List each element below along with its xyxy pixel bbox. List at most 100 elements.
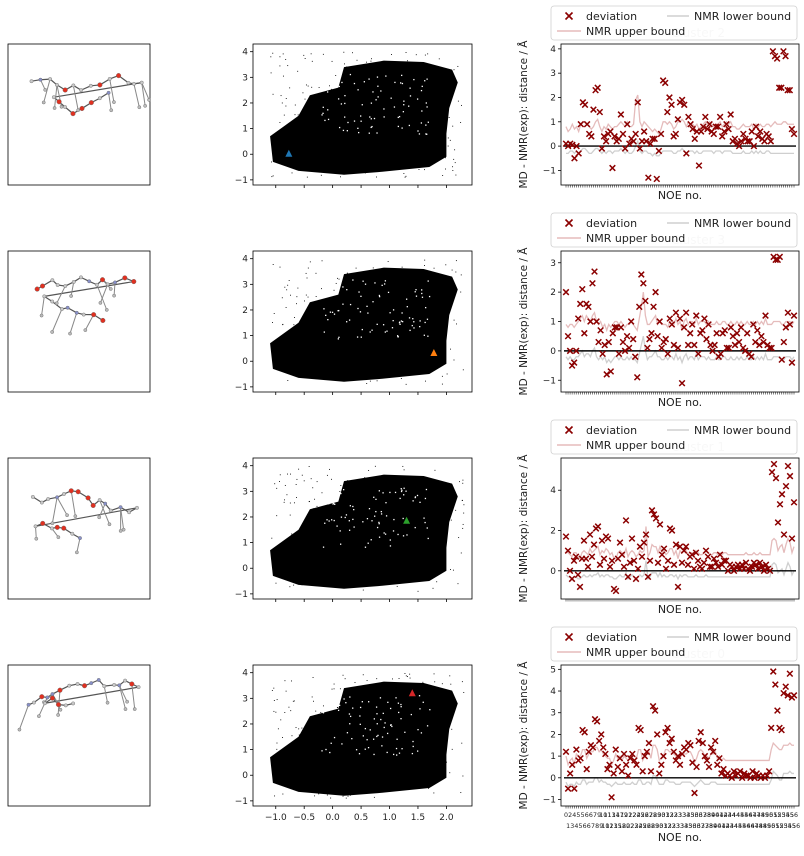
scatter-point bbox=[316, 481, 318, 483]
deviation-point bbox=[776, 500, 784, 508]
deviation-point bbox=[562, 748, 570, 756]
density-gap bbox=[428, 295, 431, 298]
density-gap bbox=[408, 105, 410, 107]
deviation-point bbox=[652, 515, 660, 522]
scatter-point bbox=[322, 705, 324, 707]
deviation-point bbox=[668, 101, 675, 109]
deviation-point bbox=[606, 761, 613, 769]
x-tick-label: 35 bbox=[686, 812, 694, 819]
scatter-point bbox=[318, 793, 320, 795]
x-tick-label: 23 bbox=[630, 823, 638, 830]
deviation-point bbox=[754, 565, 762, 573]
density-gap bbox=[401, 748, 403, 750]
deviation-point bbox=[784, 692, 792, 699]
density-gap bbox=[377, 734, 379, 737]
structure-panel bbox=[7, 664, 151, 807]
structure-frame bbox=[7, 457, 151, 600]
scatter-point bbox=[326, 330, 328, 332]
y-tick-label: 4 bbox=[242, 255, 248, 265]
scatter-point bbox=[304, 745, 306, 747]
scatter-point bbox=[428, 329, 430, 331]
x-tick-label: 13 bbox=[608, 812, 616, 819]
deviation-point bbox=[632, 130, 639, 138]
density-gap bbox=[357, 89, 359, 91]
scatter-point bbox=[301, 140, 303, 142]
density-gap bbox=[378, 294, 381, 297]
deviation-point bbox=[644, 573, 652, 581]
scatter-point bbox=[343, 572, 345, 574]
density-gap bbox=[411, 324, 413, 327]
molecule-atom bbox=[38, 77, 43, 82]
scatter-point bbox=[445, 532, 447, 534]
density-gap bbox=[426, 106, 428, 108]
scatter-point bbox=[425, 127, 426, 129]
deviation-point bbox=[617, 324, 625, 331]
x-tick-label: 32 bbox=[670, 812, 678, 819]
density-gap bbox=[375, 510, 377, 513]
scatter-point bbox=[326, 766, 327, 768]
deviation-point bbox=[609, 164, 616, 172]
density-gap bbox=[361, 328, 363, 331]
molecule-bond bbox=[141, 82, 146, 106]
density-gap bbox=[425, 306, 427, 309]
scatter-point bbox=[344, 108, 346, 110]
scatter-point bbox=[396, 585, 398, 587]
density-gap bbox=[369, 331, 371, 333]
deviation-point bbox=[697, 728, 705, 736]
scatter-point bbox=[321, 288, 322, 290]
deviation-point bbox=[650, 303, 657, 311]
x-tick-label: 17 bbox=[616, 812, 624, 819]
structure-frame bbox=[7, 43, 151, 186]
molecule-bond bbox=[35, 526, 37, 539]
scatter-point bbox=[272, 264, 274, 265]
density-gap bbox=[362, 735, 364, 737]
molecule-atom bbox=[50, 299, 55, 304]
density-gap bbox=[374, 282, 376, 284]
scatter-point bbox=[366, 61, 367, 63]
deviation-point bbox=[720, 557, 728, 565]
scatter-point bbox=[376, 297, 378, 299]
deviation-point bbox=[570, 359, 578, 366]
molecule-atom bbox=[34, 536, 39, 541]
scatter-point bbox=[358, 691, 360, 693]
scatter-point bbox=[376, 512, 378, 514]
scatter-point bbox=[447, 83, 449, 85]
x-tick-label: 52 bbox=[775, 823, 783, 830]
deviation-point bbox=[718, 133, 726, 140]
projection-density bbox=[270, 465, 465, 592]
molecule-atom bbox=[83, 328, 88, 332]
deviation-point bbox=[589, 279, 596, 287]
deviation-point bbox=[612, 587, 620, 595]
deviation-point bbox=[562, 288, 570, 296]
deviation-point bbox=[649, 702, 657, 710]
scatter-point bbox=[419, 741, 420, 743]
legend-box bbox=[550, 5, 798, 41]
x-tick-label: 20 bbox=[622, 823, 630, 830]
scatter-point bbox=[365, 498, 367, 500]
scatter-point bbox=[334, 113, 336, 115]
deviation-point bbox=[680, 324, 688, 331]
x-tick-label: −0.5 bbox=[293, 813, 315, 823]
deviation-point bbox=[699, 739, 707, 747]
scatter-point bbox=[411, 272, 413, 274]
y-tick-label: 2 bbox=[550, 93, 556, 103]
density-gap bbox=[373, 718, 375, 720]
scatter-point bbox=[371, 58, 372, 60]
scatter-point bbox=[318, 122, 320, 124]
scatter-point bbox=[430, 332, 432, 333]
scatter-point bbox=[363, 346, 365, 348]
density-gap bbox=[371, 125, 373, 128]
x-axis-label: NOE no. bbox=[658, 396, 702, 409]
deviation-point bbox=[583, 765, 591, 773]
molecule-atom bbox=[70, 111, 76, 117]
scatter-point bbox=[444, 503, 446, 505]
density-gap bbox=[329, 311, 332, 313]
scatter-point bbox=[400, 378, 402, 380]
scatter-point bbox=[460, 121, 462, 123]
scatter-point bbox=[360, 523, 362, 525]
density-gap bbox=[380, 718, 382, 721]
deviation-point bbox=[775, 84, 783, 92]
molecule-atom bbox=[61, 525, 67, 531]
scatter-point bbox=[391, 99, 393, 101]
